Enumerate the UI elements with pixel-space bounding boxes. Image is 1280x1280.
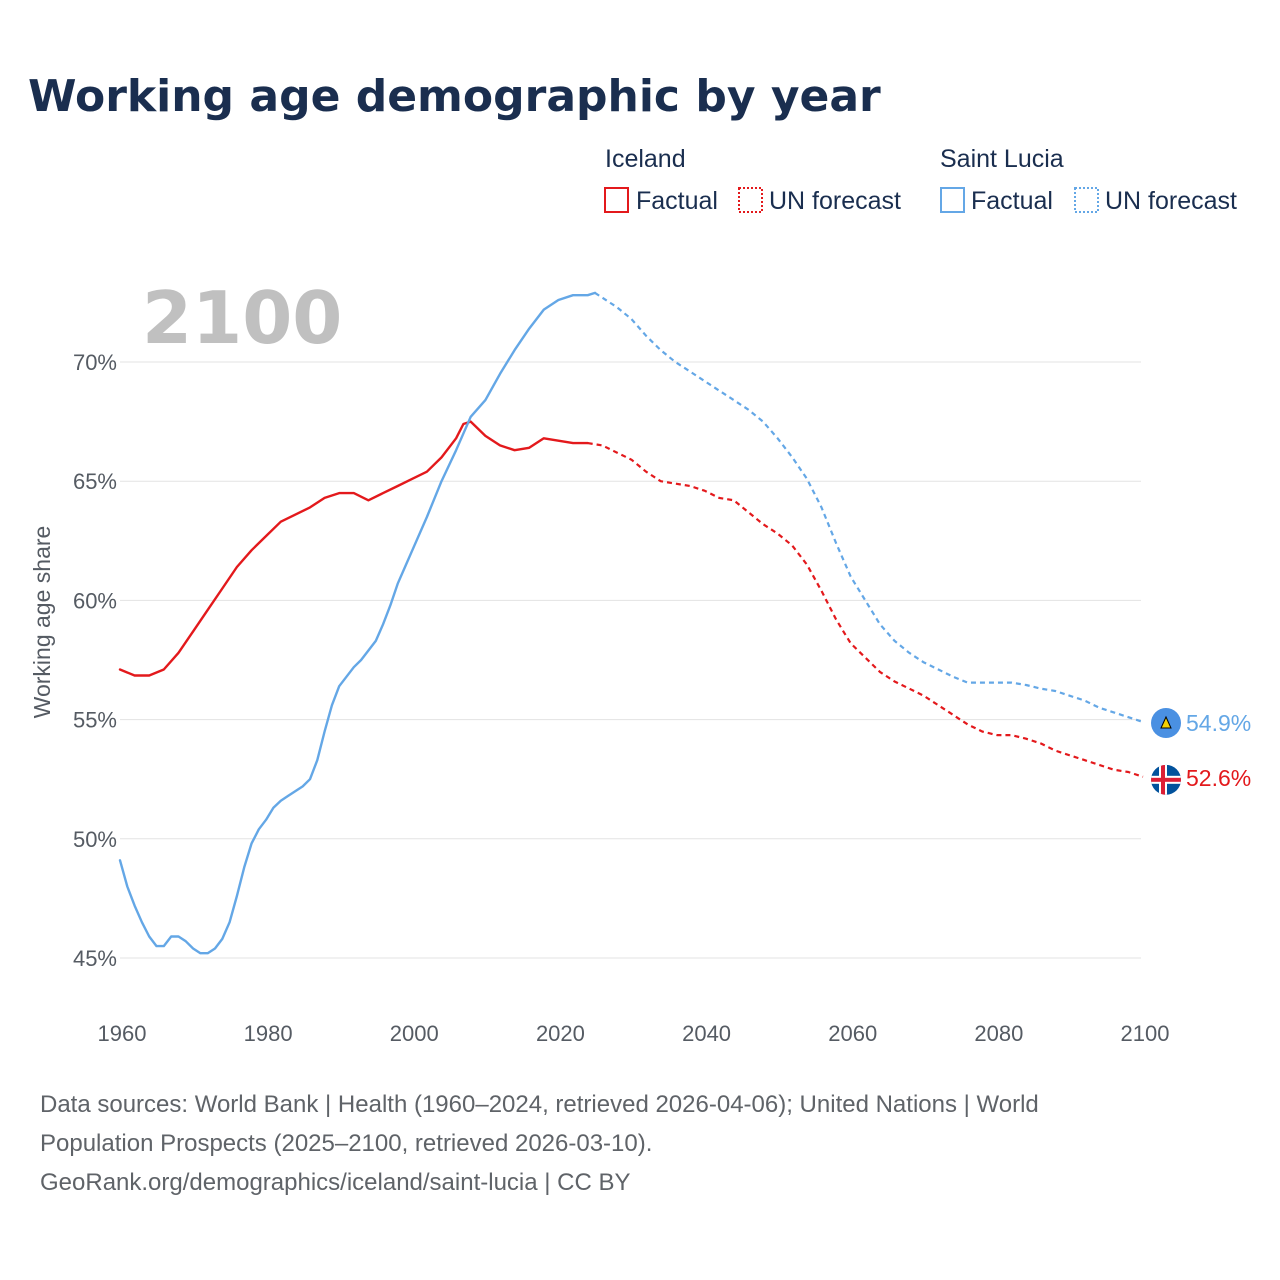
end-label-iceland: 52.6%	[1186, 765, 1251, 791]
x-tick-label: 1960	[98, 1021, 147, 1046]
y-tick-label: 50%	[73, 827, 117, 852]
y-tick-label: 60%	[73, 588, 117, 613]
iceland-flag-icon	[1151, 764, 1181, 795]
grid	[120, 361, 1141, 959]
footer: Data sources: World Bank | Health (1960–…	[40, 1085, 1240, 1202]
x-tick-label: 2060	[828, 1021, 877, 1046]
year-display: 2100	[142, 276, 342, 360]
legend-label-iceland-factual: Factual	[636, 187, 718, 215]
end-marker-saint-lucia: 54.9%	[1151, 707, 1251, 738]
footer-sources-line2: Population Prospects (2025–2100, retriev…	[40, 1130, 653, 1157]
legend-label-saint-lucia-factual: Factual	[971, 187, 1053, 215]
legend-swatch-saint-lucia-factual	[940, 187, 965, 213]
legend-label-iceland-forecast: UN forecast	[769, 187, 901, 215]
series-line-iceland-forecast	[587, 442, 1144, 778]
y-axis-label: Working age share	[29, 526, 55, 719]
end-marker-iceland: 52.6%	[1151, 764, 1251, 795]
x-tick-label: 1980	[244, 1021, 293, 1046]
series	[118, 291, 1144, 955]
x-tick-label: 2100	[1121, 1021, 1170, 1046]
saint-lucia-flag-triangle	[1160, 715, 1172, 729]
x-tick-label: 2000	[390, 1021, 439, 1046]
legend-group-saint-lucia: Saint Lucia	[940, 145, 1064, 173]
y-tick-label: 55%	[73, 708, 117, 733]
legend-swatch-iceland-forecast	[738, 187, 763, 213]
y-axis-ticks: 45% 50% 55% 60% 65% 70%	[73, 350, 117, 971]
series-line-saint-lucia-factual	[118, 291, 597, 955]
x-tick-label: 2080	[974, 1021, 1023, 1046]
footer-link[interactable]: GeoRank.org/demographics/iceland/saint-l…	[40, 1169, 631, 1196]
legend-swatch-iceland-factual	[604, 187, 629, 213]
legend-label-saint-lucia-forecast: UN forecast	[1105, 187, 1237, 215]
y-tick-label: 70%	[73, 350, 117, 375]
legend: Iceland Factual UN forecast Saint Lucia …	[604, 145, 1237, 215]
legend-group-iceland: Iceland	[605, 145, 686, 173]
y-tick-label: 65%	[73, 469, 117, 494]
y-tick-label: 45%	[73, 946, 117, 971]
series-line-iceland-factual	[118, 420, 589, 677]
x-axis-ticks: 1960 1980 2000 2020 2040 2060 2080 2100	[98, 1021, 1170, 1046]
legend-swatch-saint-lucia-forecast	[1074, 187, 1099, 213]
footer-sources-line1: Data sources: World Bank | Health (1960–…	[40, 1091, 1039, 1118]
chart-title: Working age demographic by year	[28, 71, 881, 122]
series-line-saint-lucia-forecast	[594, 291, 1144, 724]
end-label-saint-lucia: 54.9%	[1186, 710, 1251, 736]
x-tick-label: 2020	[536, 1021, 585, 1046]
x-tick-label: 2040	[682, 1021, 731, 1046]
